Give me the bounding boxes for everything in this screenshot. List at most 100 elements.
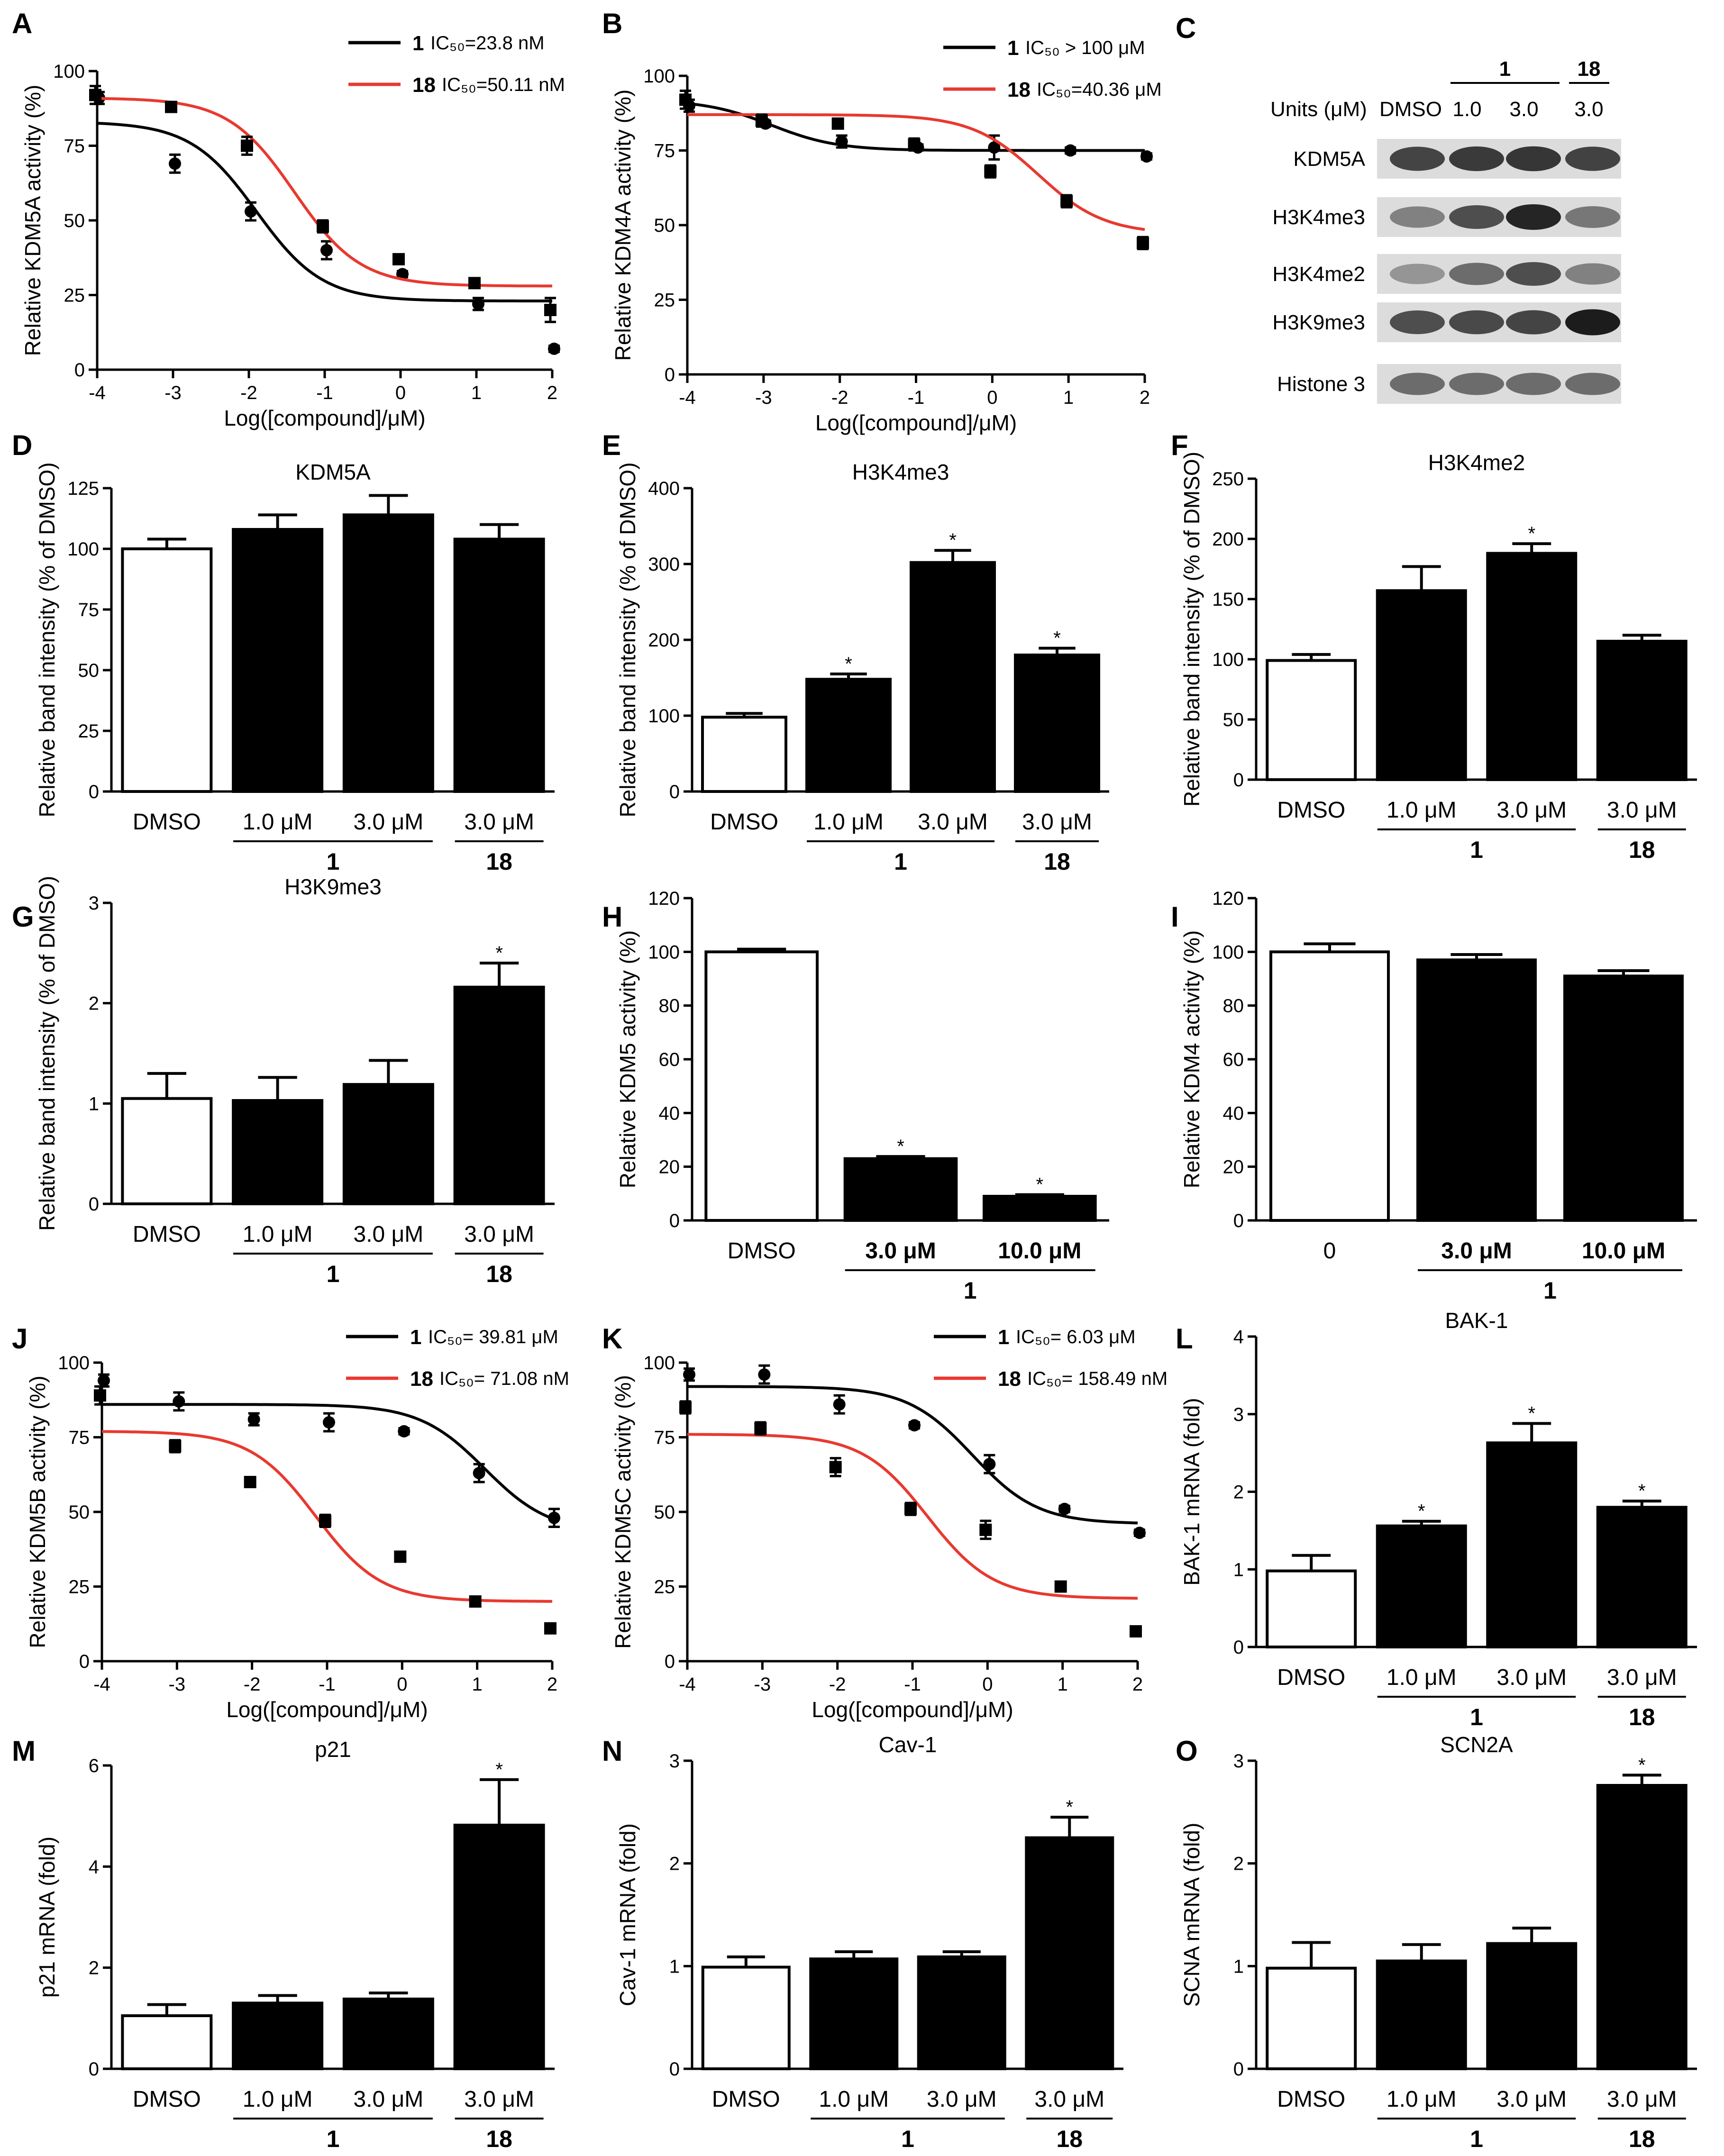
y-tick-label: 20 [1223,1157,1244,1178]
y-tick-label: 100 [67,539,99,560]
y-tick-label: 400 [648,478,680,499]
x-tick-label: -2 [240,382,257,403]
bar [1376,1524,1467,1649]
bar [453,985,545,1206]
legend-series-name: 1 [998,1326,1009,1349]
y-tick-label: 1 [1233,1956,1244,1977]
panel-label: E [602,429,621,461]
bar [701,1965,791,2070]
legend-ic50: IC₅₀ > 100 μM [1025,37,1145,58]
data-point-square [394,1550,407,1563]
significance-star: * [495,1759,503,1780]
group-label: 1 [327,2126,340,2152]
legend-ic50: IC₅₀= 39.81 μM [428,1327,558,1347]
data-point-circle [908,1419,921,1432]
group-label: 18 [486,2126,512,2152]
y-tick-label: 0 [669,1210,680,1231]
y-tick-label: 60 [1223,1049,1244,1070]
legend-ic50: IC₅₀=23.8 nM [430,33,545,54]
bar [843,1157,958,1222]
blot-band [1565,373,1620,395]
bar [1416,958,1537,1222]
y-tick-label: 0 [665,1651,675,1672]
x-category-label: 3.0 μM [1496,1665,1567,1690]
data-point-square [908,138,921,151]
significance-star: * [1066,1797,1073,1818]
y-axis-title: Relative band intensity (% of DMSO) [35,462,59,817]
y-tick-label: 25 [69,1577,90,1598]
y-tick-label: 0 [1233,1637,1244,1658]
bar [1486,552,1578,781]
y-tick-label: 2 [1233,1854,1244,1874]
x-category-label: 1.0 μM [1386,1665,1457,1690]
blot-lane-label: DMSO [1379,98,1442,121]
y-tick-label: 3 [1233,1404,1244,1425]
x-category-label: 3.0 μM [464,1222,534,1247]
y-tick-label: 20 [659,1157,680,1178]
data-point-circle [169,157,181,170]
x-category-label: 10.0 μM [998,1238,1081,1264]
chart-title: SCN2A [1440,1732,1513,1757]
y-tick-label: 2 [89,1958,99,1979]
y-tick-label: 50 [1223,710,1244,730]
y-tick-label: 6 [89,1756,99,1776]
x-category-label: 3.0 μM [354,810,424,835]
y-tick-label: 200 [1212,529,1244,550]
blot-band [1506,146,1561,172]
data-point-circle [98,1374,110,1387]
blot-band [1565,206,1620,228]
bar [1269,950,1390,1222]
significance-star: * [949,530,957,551]
x-tick-label: 1 [1063,387,1074,408]
y-tick-label: 1 [669,1956,680,1977]
y-tick-label: 50 [64,210,85,231]
bar [701,716,787,793]
chart-title: H3K4me3 [852,460,949,484]
y-axis-title: Relative KDM5B activity (%) [25,1375,50,1648]
y-tick-label: 50 [654,215,675,236]
y-axis-title: p21 mRNA (fold) [35,1837,59,1998]
y-tick-label: 40 [659,1103,680,1124]
x-category-label: DMSO [712,2087,780,2112]
panel-label: B [602,8,622,39]
significance-star: * [1638,1755,1646,1775]
blot-band [1449,373,1504,395]
blot-band [1390,264,1445,284]
x-category-label: 3.0 μM [1496,2087,1567,2112]
x-category-label: 1.0 μM [813,810,884,835]
bar [232,1099,324,1206]
data-point-circle [472,298,484,310]
data-point-square [319,1514,331,1527]
x-tick-label: -2 [831,387,848,408]
y-tick-label: 0 [1233,1210,1244,1231]
blot-row-label: H3K9me3 [1272,311,1365,334]
x-category-label: DMSO [710,810,778,835]
data-point-square [831,117,844,130]
blot-row-label: H3K4me3 [1272,206,1365,229]
y-tick-label: 100 [53,61,85,82]
x-tick-label: -4 [679,387,696,408]
y-tick-label: 0 [79,1651,90,1672]
panel-label: O [1176,1735,1198,1767]
y-tick-label: 25 [654,290,675,311]
x-category-label: 3.0 μM [1441,1238,1512,1264]
chart-F: F H3K4me2 0 50 100 150 200 250 Relative band int… [1171,429,1697,863]
group-label: 18 [1629,1704,1655,1730]
data-point-square [94,1389,106,1402]
group-label: 1 [1543,1277,1557,1304]
y-axis-title: BAK-1 mRNA (fold) [1179,1398,1204,1585]
y-tick-label: 0 [89,2059,99,2080]
y-axis-title: Relative band intensity (% of DMSO) [1179,452,1204,807]
blot-band [1390,146,1445,171]
y-axis-title: Relative KDM5C activity (%) [611,1375,635,1649]
blot-band [1506,373,1561,395]
x-category-label: 3.0 μM [918,810,988,835]
y-axis-title: Relative KDM5A activity (%) [20,85,45,356]
data-point-square [468,277,481,290]
data-point-square [1137,237,1149,249]
y-tick-label: 3 [89,893,99,914]
bar [910,561,996,793]
group-label: 1 [1470,2126,1483,2152]
